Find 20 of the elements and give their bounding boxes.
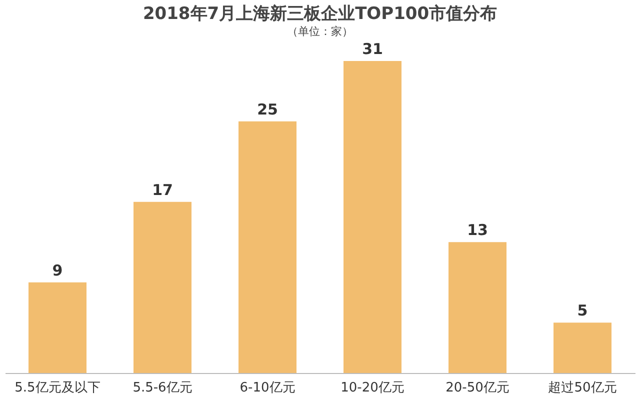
- bar: [554, 322, 612, 373]
- bar: [28, 282, 86, 373]
- data-label: 5: [577, 302, 588, 320]
- data-label: 25: [257, 100, 278, 118]
- data-label: 9: [52, 261, 63, 280]
- x-tick-label: 5.5-6亿元: [132, 380, 192, 396]
- data-label: 17: [152, 180, 173, 199]
- x-tick-label: 20-50亿元: [446, 380, 510, 396]
- bar: [238, 121, 296, 373]
- data-label: 13: [467, 221, 488, 240]
- x-tick-label: 超过50亿元: [548, 380, 617, 396]
- x-tick-label: 10-20亿元: [340, 380, 404, 396]
- bar: [344, 61, 402, 373]
- x-tick-label: 5.5亿元及以下: [14, 380, 100, 396]
- x-tick-label: 6-10亿元: [240, 380, 296, 396]
- chart-title: 2018年7月上海新三板企业TOP100市值分布: [142, 4, 498, 24]
- bar: [448, 242, 506, 373]
- chart-subtitle: （单位：家）: [287, 25, 353, 38]
- bar: [134, 202, 192, 373]
- data-label: 31: [362, 40, 383, 58]
